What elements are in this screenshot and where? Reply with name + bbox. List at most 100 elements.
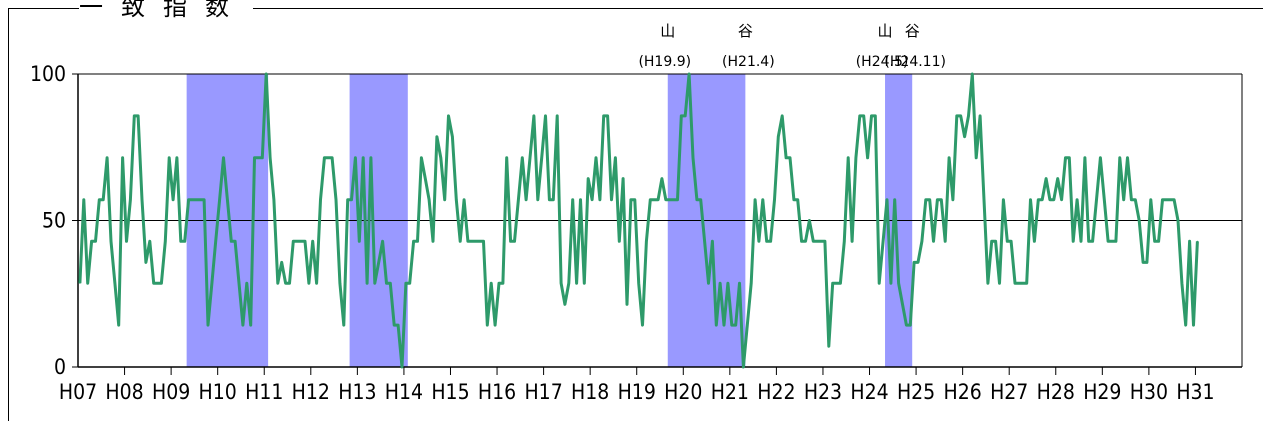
data-point <box>172 199 174 201</box>
data-point <box>1158 240 1160 242</box>
data-point <box>238 282 240 284</box>
data-point <box>490 282 492 284</box>
data-point <box>486 324 488 326</box>
data-point <box>610 199 613 201</box>
data-point <box>312 240 314 242</box>
data-point <box>851 240 853 242</box>
data-point <box>133 115 135 117</box>
data-point <box>529 157 531 159</box>
data-point <box>657 199 659 201</box>
data-point <box>444 199 446 201</box>
data-point <box>521 157 523 159</box>
data-point <box>343 324 345 326</box>
data-point <box>1173 199 1175 201</box>
data-point <box>804 240 807 242</box>
data-point <box>832 282 834 284</box>
data-point <box>141 199 143 201</box>
x-tick-label-H27: H27 <box>990 380 1028 404</box>
data-point <box>397 324 399 326</box>
data-point <box>735 324 737 326</box>
data-point <box>502 282 504 284</box>
data-point <box>122 157 124 159</box>
data-point <box>859 115 861 117</box>
data-point <box>948 157 950 159</box>
trough-date-3: (H21.4) <box>722 54 775 70</box>
data-point <box>265 73 267 75</box>
data-point <box>700 199 702 201</box>
data-point <box>614 157 617 159</box>
data-point <box>909 324 911 326</box>
data-point <box>1095 199 1098 201</box>
data-point <box>378 261 380 263</box>
data-point <box>316 282 318 284</box>
x-tick-label-H17: H17 <box>524 380 562 404</box>
data-point <box>87 282 89 284</box>
data-point <box>1146 261 1148 263</box>
x-tick-label-H28: H28 <box>1037 380 1075 404</box>
data-point <box>839 282 842 284</box>
data-point <box>894 199 896 201</box>
data-point <box>731 324 733 326</box>
data-point <box>816 240 818 242</box>
data-point <box>874 115 876 117</box>
x-tick-label-H31: H31 <box>1176 380 1214 404</box>
data-point <box>374 282 376 284</box>
data-point <box>1130 199 1132 201</box>
data-point <box>447 115 450 117</box>
data-point <box>114 282 116 284</box>
data-point <box>983 199 985 201</box>
x-tick-label-H16: H16 <box>478 380 516 404</box>
data-point <box>556 115 558 117</box>
data-point <box>998 282 1001 284</box>
data-point <box>102 199 104 201</box>
x-tick-label-H24: H24 <box>850 380 888 404</box>
data-point <box>843 240 845 242</box>
data-point <box>758 240 760 242</box>
data-point <box>467 240 469 242</box>
data-point <box>738 282 741 284</box>
data-point <box>863 115 865 117</box>
data-point <box>401 366 403 368</box>
data-point <box>1068 157 1070 159</box>
data-point <box>692 157 694 159</box>
data-point <box>1049 199 1051 201</box>
data-point <box>164 240 166 242</box>
chart-frame: 一致指数 <box>8 0 1263 421</box>
data-point <box>1196 240 1198 242</box>
data-point <box>319 199 322 201</box>
data-point <box>789 157 791 159</box>
data-point <box>176 157 178 159</box>
data-point <box>385 282 388 284</box>
data-point <box>595 157 597 159</box>
data-point <box>607 115 609 117</box>
data-point <box>855 157 857 159</box>
data-point <box>413 240 415 242</box>
data-point <box>436 136 438 138</box>
data-point <box>1165 199 1167 201</box>
data-point <box>669 199 671 201</box>
data-point <box>366 282 368 284</box>
data-point <box>513 240 516 242</box>
data-point <box>967 115 970 117</box>
data-point <box>409 282 411 284</box>
data-point <box>673 199 675 201</box>
data-point <box>680 115 682 117</box>
data-point <box>785 157 787 159</box>
data-point <box>482 240 485 242</box>
data-point <box>715 324 717 326</box>
data-point <box>1064 157 1067 159</box>
data-point <box>335 199 337 201</box>
data-point <box>242 324 244 326</box>
data-point <box>801 240 803 242</box>
data-point <box>661 178 663 180</box>
data-point <box>1185 324 1187 326</box>
data-point <box>1014 282 1016 284</box>
data-point <box>451 136 453 138</box>
data-point <box>641 324 644 326</box>
x-tick-label-H09: H09 <box>152 380 190 404</box>
x-tick-label-H30: H30 <box>1130 380 1168 404</box>
data-point <box>711 240 714 242</box>
data-point <box>358 240 360 242</box>
data-point <box>618 240 620 242</box>
